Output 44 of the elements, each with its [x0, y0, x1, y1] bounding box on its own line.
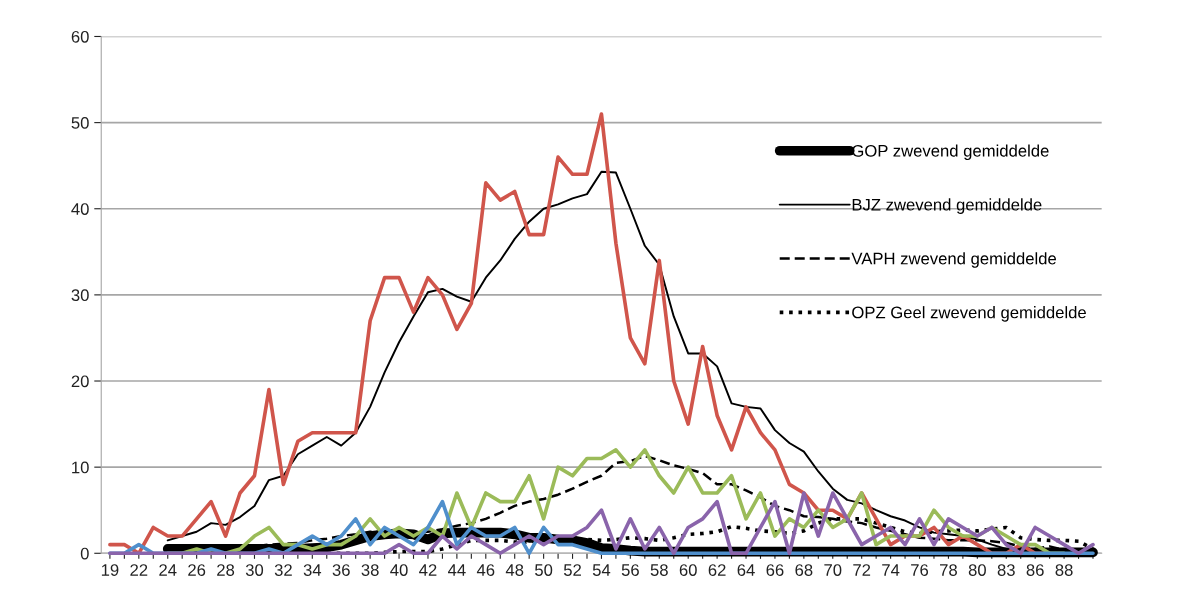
x-tick-label: 78	[940, 564, 957, 576]
x-tick-label: 74	[882, 564, 900, 576]
x-tick-label: 62	[708, 564, 726, 576]
x-tick-label: 54	[592, 564, 611, 576]
y-tick-label: 60	[71, 30, 89, 43]
x-tick-label: 38	[361, 564, 379, 576]
x-tick-label: 88	[1055, 564, 1073, 576]
x-tick-label: 30	[245, 564, 264, 576]
x-tick-label: 56	[621, 564, 639, 576]
x-tick-label: 80	[968, 564, 986, 576]
x-tick-label: 86	[1026, 564, 1044, 576]
x-tick-label: 28	[217, 564, 235, 576]
x-tick-label: 66	[766, 564, 784, 576]
x-tick-label: 26	[188, 564, 206, 576]
y-tick-label: 10	[72, 461, 89, 474]
y-tick-label: 20	[71, 375, 89, 388]
x-tick-label: 24	[159, 564, 177, 576]
y-tick-label: 40	[71, 203, 89, 215]
x-tick-label: 40	[390, 564, 408, 576]
x-tick-label: 46	[476, 564, 495, 576]
x-tick-label: 68	[795, 564, 813, 576]
x-tick-label: 64	[737, 564, 755, 576]
x-tick-label: 36	[332, 564, 350, 576]
x-tick-label: 22	[130, 564, 148, 576]
x-tick-label: 72	[853, 564, 871, 576]
legend-label: OPZ Geel zwevend gemiddelde	[852, 306, 1086, 322]
y-tick-label: 30	[71, 289, 89, 302]
x-tick-label: 32	[274, 564, 292, 576]
legend-label: VAPH zwevend gemiddelde	[851, 252, 1057, 268]
y-tick-label: 0	[80, 547, 89, 560]
x-tick-label: 76	[911, 564, 929, 576]
x-tick-label: 58	[650, 564, 668, 576]
x-tick-label: 83	[997, 564, 1015, 576]
x-tick-label: 44	[448, 564, 466, 576]
x-tick-label: 48	[505, 564, 524, 576]
x-tick-label: 50	[535, 564, 553, 576]
x-tick-label: 42	[419, 564, 437, 576]
x-tick-label: 52	[563, 564, 581, 576]
x-tick-label: 19	[101, 564, 119, 576]
y-tick-label: 50	[71, 117, 89, 129]
x-tick-label: 34	[303, 564, 322, 576]
x-tick-label: 70	[824, 564, 842, 576]
legend-label: BJZ zwevend gemiddelde	[852, 198, 1042, 214]
x-tick-label: 60	[679, 564, 697, 576]
